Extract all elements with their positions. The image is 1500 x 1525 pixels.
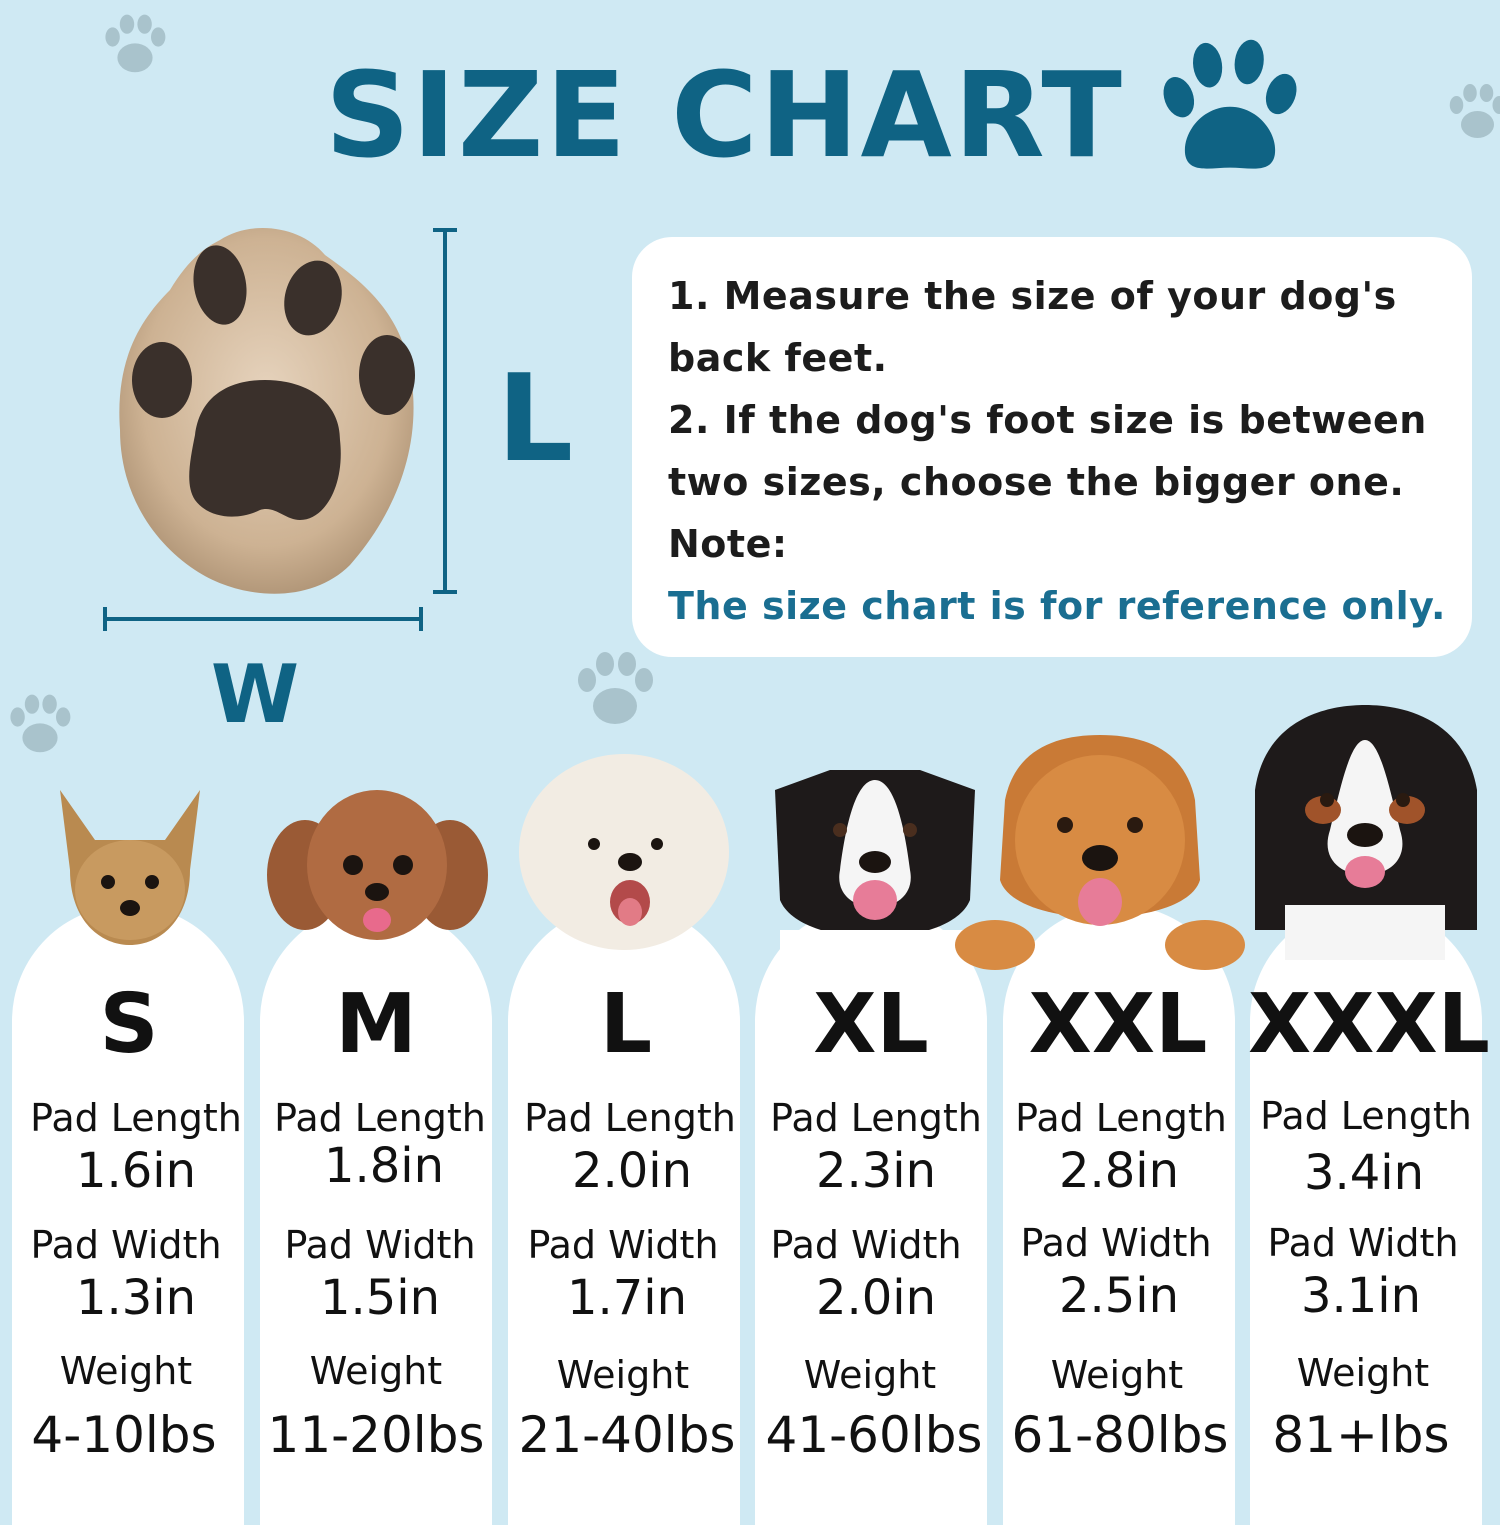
weight-label: Weight [1245, 1350, 1481, 1396]
dog-photo-bichon [512, 752, 737, 952]
weight-label: Weight [999, 1352, 1235, 1398]
instructions-box: 1. Measure the size of your dog's back f… [632, 237, 1472, 657]
weight-value: 11-20lbs [258, 1405, 494, 1465]
pad-width-label: Pad Width [505, 1222, 741, 1268]
background-paw-icon [1440, 75, 1500, 150]
size-label-xxl: XXL [998, 975, 1238, 1075]
page-title: SIZE CHART [325, 40, 1145, 190]
size-label-s: S [9, 975, 249, 1075]
instruction-line: two sizes, choose the bigger one. [668, 451, 1452, 513]
width-dimension-cap [419, 607, 423, 631]
dog-photo-yorkie [40, 770, 220, 950]
weight-value: 4-10lbs [6, 1405, 242, 1465]
width-dimension-cap [103, 607, 107, 631]
pad-length-value: 3.4in [1246, 1145, 1482, 1201]
instruction-line: back feet. [668, 327, 1452, 389]
background-paw-icon [0, 680, 80, 770]
instruction-line: Note: [668, 513, 1452, 575]
size-label-l: L [506, 975, 746, 1075]
pad-width-value: 2.5in [1001, 1268, 1237, 1324]
pad-length-label: Pad Length [262, 1095, 498, 1141]
weight-value: 61-80lbs [1002, 1405, 1238, 1465]
pad-width-value: 2.0in [758, 1270, 994, 1326]
instruction-line: 1. Measure the size of your dog's [668, 265, 1452, 327]
background-paw-icon [95, 5, 175, 85]
dog-photo-golden-retriever [955, 730, 1245, 970]
instruction-line: 2. If the dog's foot size is between [668, 389, 1452, 451]
dog-photo-poodle [265, 780, 490, 955]
reference-note: The size chart is for reference only. [668, 575, 1452, 637]
pad-width-label: Pad Width [748, 1222, 984, 1268]
weight-label: Weight [258, 1348, 494, 1394]
pad-length-label: Pad Length [1248, 1093, 1484, 1139]
length-dimension-cap [433, 228, 457, 232]
background-paw-icon [565, 640, 665, 740]
pad-width-value: 1.7in [509, 1270, 745, 1326]
dog-photo-bernese-mountain-dog [1245, 700, 1485, 960]
weight-value: 81+lbs [1243, 1405, 1479, 1465]
size-label-m: M [256, 975, 496, 1075]
pad-width-label: Pad Width [1245, 1220, 1481, 1266]
dog-paw-photo [100, 220, 430, 610]
pad-length-label: Pad Length [758, 1095, 994, 1141]
pad-width-label: Pad Width [998, 1220, 1234, 1266]
pad-length-value: 2.8in [1001, 1143, 1237, 1199]
pad-width-label: Pad Width [8, 1222, 244, 1268]
pad-width-label: Pad Width [262, 1222, 498, 1268]
length-label: L [490, 360, 580, 480]
pad-width-value: 3.1in [1243, 1268, 1479, 1324]
pad-length-value: 2.0in [514, 1143, 750, 1199]
length-dimension-cap [433, 590, 457, 594]
weight-value: 41-60lbs [756, 1405, 992, 1465]
weight-value: 21-40lbs [509, 1405, 745, 1465]
width-label: W [205, 650, 305, 740]
pad-width-value: 1.3in [18, 1270, 254, 1326]
length-dimension-line [443, 230, 447, 592]
pad-width-value: 1.5in [262, 1270, 498, 1326]
weight-label: Weight [8, 1348, 244, 1394]
pad-length-label: Pad Length [512, 1095, 748, 1141]
pad-length-value: 1.6in [18, 1143, 254, 1199]
pad-length-label: Pad Length [1003, 1095, 1239, 1141]
pad-length-value: 1.8in [266, 1138, 502, 1194]
size-label-xxxl: XXXL [1248, 975, 1488, 1075]
pad-length-value: 2.3in [758, 1143, 994, 1199]
width-dimension-line [105, 617, 421, 621]
paw-icon [1150, 30, 1310, 190]
weight-label: Weight [505, 1352, 741, 1398]
pad-length-label: Pad Length [18, 1095, 254, 1141]
weight-label: Weight [752, 1352, 988, 1398]
size-label-xl: XL [751, 975, 991, 1075]
